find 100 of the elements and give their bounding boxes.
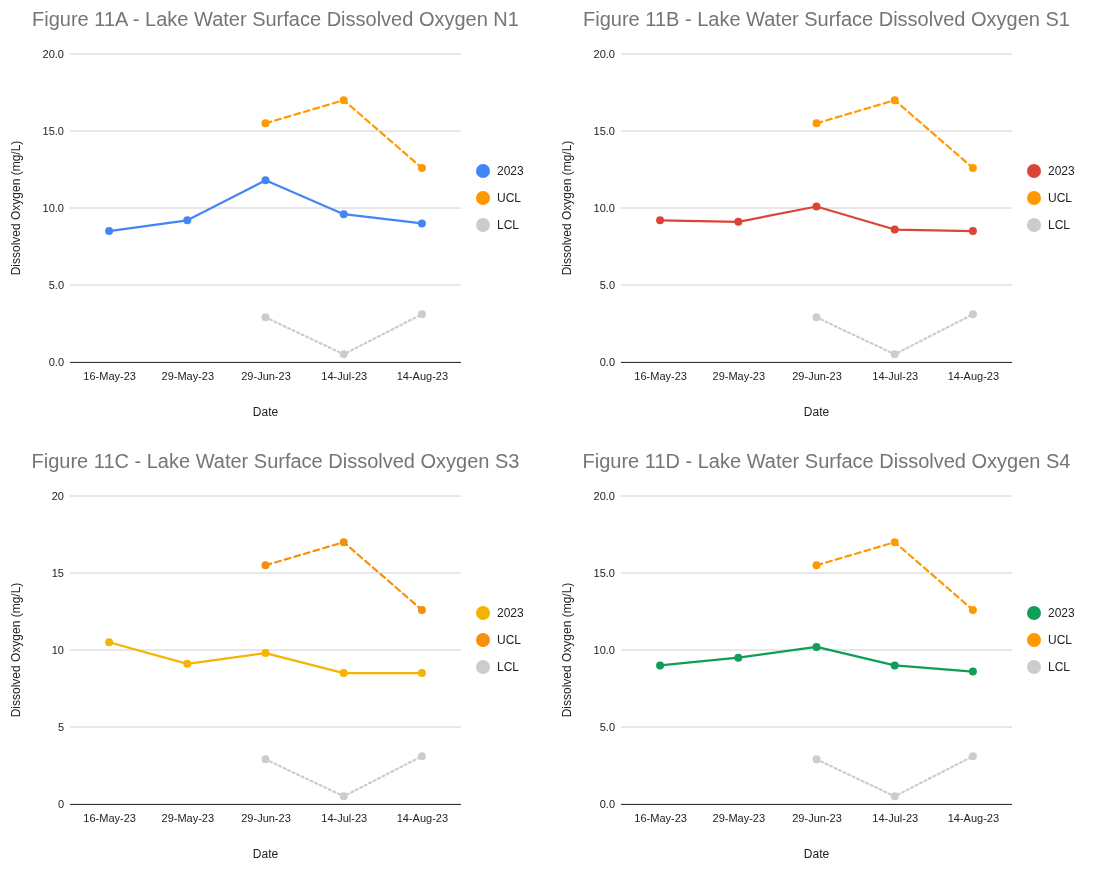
point (890, 350, 899, 359)
point (890, 225, 899, 234)
point (812, 561, 821, 570)
chart-title: Figure 11B - Lake Water Surface Dissolved Oxygen S1 (583, 8, 1070, 30)
point (261, 119, 270, 128)
point (812, 313, 821, 322)
x-axis-title: Date (803, 405, 830, 419)
y-axis-title: Dissolved Oxygen (mg/L) (9, 582, 23, 718)
x-tick-label: 29-May-23 (161, 369, 215, 382)
point (339, 538, 348, 547)
x-tick-label: 14-Aug-23 (947, 811, 1000, 824)
point (339, 350, 348, 359)
y-tick-label: 5 (57, 721, 64, 734)
point (812, 755, 821, 764)
x-tick-label: 14-Aug-23 (396, 811, 449, 824)
point (417, 219, 426, 228)
x-tick-label: 14-Aug-23 (947, 369, 1000, 382)
legend-label: UCL (497, 633, 522, 648)
x-axis-title: Date (252, 847, 279, 861)
y-axis-title: Dissolved Oxygen (mg/L) (560, 582, 574, 718)
point (183, 659, 192, 668)
point (261, 755, 270, 764)
y-tick-label: 0.0 (48, 356, 64, 369)
point (105, 227, 114, 236)
x-tick-label: 14-Jul-23 (872, 369, 919, 382)
legend-label: 2023 (497, 606, 525, 621)
legend-label: LCL (497, 660, 520, 675)
x-tick-label: 29-May-23 (161, 811, 215, 824)
point (734, 217, 743, 226)
y-tick-label: 5.0 (599, 721, 615, 734)
point (812, 119, 821, 128)
point (734, 653, 743, 662)
x-tick-label: 16-May-23 (83, 369, 136, 382)
point (261, 313, 270, 322)
point (261, 649, 270, 658)
point (339, 669, 348, 678)
y-tick-label: 0.0 (599, 356, 615, 369)
point (968, 163, 977, 172)
y-tick-label: 15.0 (593, 567, 615, 580)
x-tick-label: 16-May-23 (634, 369, 687, 382)
y-tick-label: 5.0 (48, 279, 64, 292)
x-tick-label: 29-May-23 (712, 369, 766, 382)
point (812, 642, 821, 651)
x-tick-label: 16-May-23 (634, 811, 687, 824)
chart-title: Figure 11C - Lake Water Surface Dissolved Oxygen S3 (31, 450, 520, 472)
legend-label: 2023 (1048, 164, 1076, 179)
y-tick-label: 5.0 (599, 279, 615, 292)
y-tick-label: 15.0 (42, 125, 64, 138)
x-axis-title: Date (252, 405, 279, 419)
point (339, 96, 348, 105)
x-tick-label: 14-Jul-23 (321, 811, 368, 824)
y-tick-label: 20.0 (42, 48, 64, 61)
point (183, 216, 192, 225)
legend-label: UCL (1048, 191, 1073, 206)
point (417, 163, 426, 172)
point (890, 792, 899, 801)
x-tick-label: 14-Aug-23 (396, 369, 449, 382)
point (417, 669, 426, 678)
point (812, 202, 821, 211)
y-axis-title: Dissolved Oxygen (mg/L) (560, 140, 574, 276)
y-tick-label: 10 (51, 644, 64, 657)
point (417, 310, 426, 319)
point (968, 605, 977, 614)
x-tick-label: 29-May-23 (712, 811, 766, 824)
point (656, 216, 665, 225)
point (968, 310, 977, 319)
point (968, 227, 977, 236)
point (105, 638, 114, 647)
y-tick-label: 0.0 (599, 798, 615, 811)
y-tick-label: 20.0 (593, 490, 615, 503)
point (968, 752, 977, 761)
x-axis-title: Date (803, 847, 830, 861)
chart-title: Figure 11D - Lake Water Surface Dissolved Oxygen S4 (582, 450, 1071, 472)
y-axis-title: Dissolved Oxygen (mg/L) (9, 140, 23, 276)
point (417, 752, 426, 761)
point (890, 661, 899, 670)
point (417, 605, 426, 614)
legend-label: 2023 (497, 164, 525, 179)
x-tick-label: 14-Jul-23 (872, 811, 919, 824)
y-tick-label: 10.0 (42, 202, 64, 215)
point (339, 792, 348, 801)
y-tick-label: 10.0 (593, 644, 615, 657)
legend-label: 2023 (1048, 606, 1076, 621)
point (968, 667, 977, 676)
y-tick-label: 15.0 (593, 125, 615, 138)
y-tick-label: 0 (57, 798, 64, 811)
legend-label: UCL (497, 191, 522, 206)
point (890, 538, 899, 547)
point (339, 210, 348, 219)
x-tick-label: 29-Jun-23 (241, 369, 291, 382)
y-tick-label: 20 (51, 490, 64, 503)
y-tick-label: 15 (51, 567, 64, 580)
y-tick-label: 10.0 (593, 202, 615, 215)
x-tick-label: 29-Jun-23 (241, 811, 291, 824)
x-tick-label: 14-Jul-23 (321, 369, 368, 382)
legend-label: LCL (1048, 218, 1071, 233)
legend-label: UCL (1048, 633, 1073, 648)
x-tick-label: 29-Jun-23 (792, 369, 842, 382)
point (656, 661, 665, 670)
legend-label: LCL (497, 218, 520, 233)
